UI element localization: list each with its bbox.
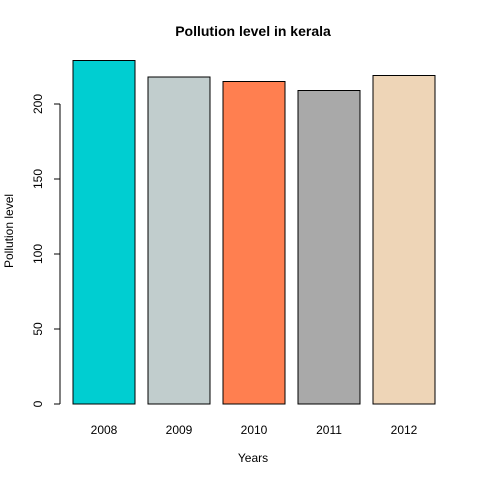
x-tick-labels: 2008 2009 2010 2011 2012 (91, 423, 418, 437)
y-tick-label-50: 50 (31, 322, 45, 336)
x-tick-label-2011: 2011 (316, 423, 342, 437)
bars (72, 60, 436, 405)
y-axis: 0 50 100 150 200 (31, 94, 61, 407)
bar-2009 (147, 76, 211, 405)
x-tick-label-2008: 2008 (91, 423, 118, 437)
bar-2012 (372, 75, 436, 405)
bar-2010 (222, 81, 286, 405)
y-tick-label-0: 0 (31, 400, 45, 407)
y-axis-label: Pollution level (2, 194, 16, 268)
y-tick-label-150: 150 (31, 169, 45, 189)
x-tick-label-2012: 2012 (391, 423, 418, 437)
chart-title: Pollution level in kerala (175, 23, 331, 39)
x-axis-label: Years (238, 451, 268, 465)
x-tick-label-2009: 2009 (166, 423, 193, 437)
x-tick-label-2010: 2010 (241, 423, 268, 437)
bar-2011 (297, 90, 361, 405)
y-tick-label-100: 100 (31, 244, 45, 264)
y-tick-label-200: 200 (31, 94, 45, 114)
bar-2008 (72, 60, 136, 405)
